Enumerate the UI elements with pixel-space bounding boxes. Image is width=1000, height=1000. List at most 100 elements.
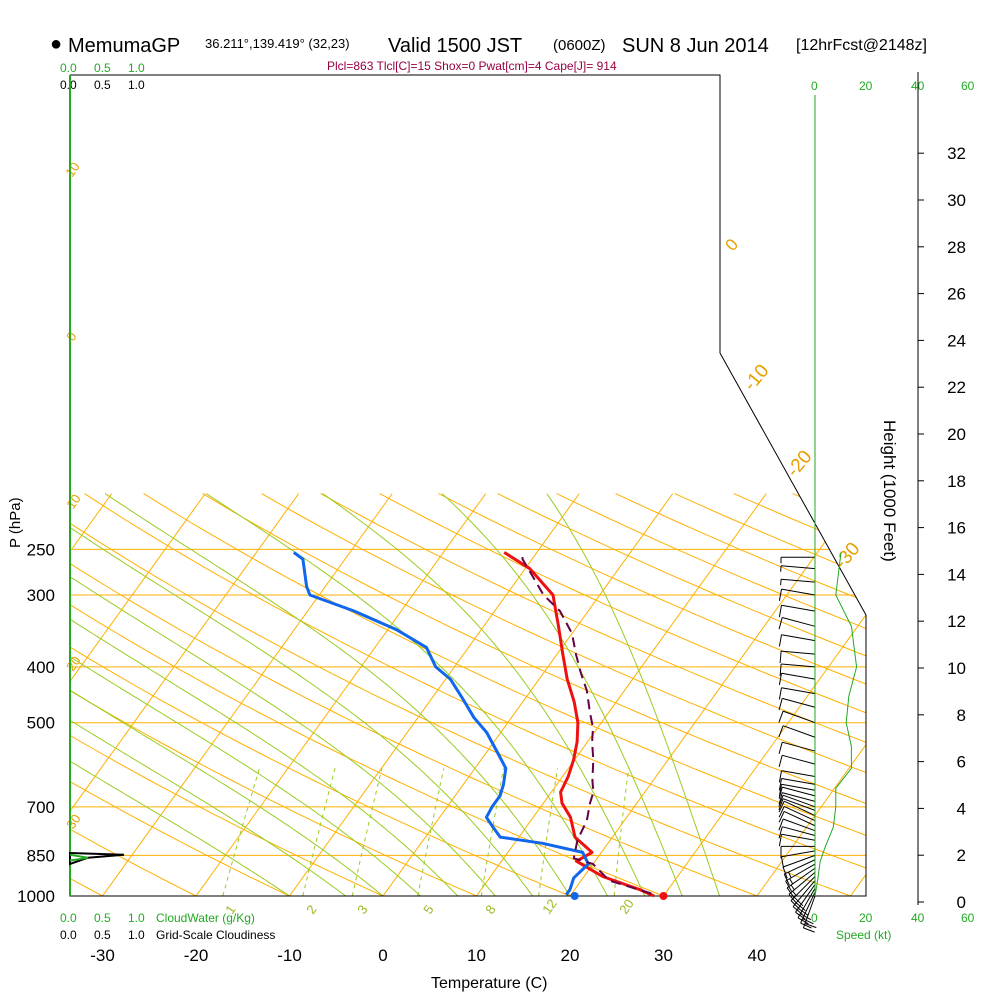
temperature-tick-label: -10 bbox=[277, 946, 302, 965]
speed-top-tick: 0 bbox=[811, 79, 818, 93]
wind-barb bbox=[792, 880, 816, 915]
wind-barb-flag bbox=[781, 856, 785, 869]
wind-barb-flag bbox=[804, 923, 817, 929]
wind-barb-flag bbox=[778, 589, 782, 601]
height-tick-label: 10 bbox=[947, 659, 966, 678]
dry-adiabat-label: 0 bbox=[722, 235, 743, 254]
pressure-tick-label: 500 bbox=[27, 714, 55, 733]
wind-barbs bbox=[778, 556, 817, 933]
header-bullet-icon: ● bbox=[50, 33, 62, 55]
wind-barb-flag bbox=[778, 795, 784, 807]
wind-barb bbox=[778, 697, 816, 711]
dry-adiabat-line bbox=[70, 493, 126, 896]
pressure-tick-label: 250 bbox=[27, 540, 55, 559]
wind-barb bbox=[778, 794, 816, 808]
wind-barb-staff bbox=[781, 663, 816, 668]
wind-barb-flag bbox=[778, 786, 783, 799]
wind-barb-flag bbox=[789, 878, 794, 885]
isotherm-line bbox=[280, 493, 580, 896]
wind-barb bbox=[778, 754, 816, 768]
moist-adiabat-line bbox=[322, 493, 646, 896]
wind-barb-staff bbox=[782, 617, 816, 627]
moist-adiabat-line bbox=[205, 493, 608, 896]
mixing-ratio-line bbox=[613, 768, 630, 896]
mixing-ratio-label: 3 bbox=[354, 902, 370, 917]
wind-barb bbox=[778, 818, 816, 832]
dry-adiabat-line bbox=[84, 493, 866, 896]
wind-barb bbox=[778, 725, 816, 738]
speed-axis-label: Speed (kt) bbox=[836, 928, 891, 942]
temperature-tick-label: 0 bbox=[378, 946, 387, 965]
dry-adiabat-label: 10 bbox=[62, 159, 83, 179]
wind-barb bbox=[778, 741, 816, 754]
bottom-cloudiness-tick: 1.0 bbox=[128, 928, 145, 942]
wind-barb bbox=[783, 859, 816, 886]
wind-barb-staff bbox=[783, 859, 816, 875]
wind-barb bbox=[780, 578, 816, 586]
isotherm-line bbox=[70, 493, 113, 896]
wind-barb bbox=[790, 876, 816, 910]
dry-adiabat-line bbox=[261, 493, 866, 896]
wind-barb-staff bbox=[781, 778, 816, 785]
wind-barb bbox=[778, 710, 816, 724]
dry-adiabat-line bbox=[70, 493, 695, 896]
wind-barb-staff bbox=[782, 792, 816, 802]
wind-barb bbox=[778, 687, 816, 700]
wind-barb-flag bbox=[793, 896, 804, 907]
speed-bottom-tick: 60 bbox=[961, 911, 975, 925]
height-tick-label: 22 bbox=[947, 378, 966, 397]
app-name: MemumaGP bbox=[68, 35, 180, 57]
wind-barb-flag bbox=[778, 673, 782, 686]
pressure-axis-label: P (hPa) bbox=[7, 497, 24, 548]
pressure-tick-label: 700 bbox=[27, 798, 55, 817]
mixing-ratio-line bbox=[302, 768, 336, 896]
wind-barb-flag bbox=[778, 834, 782, 847]
moist-adiabat-line bbox=[441, 493, 683, 896]
top-cloudwater-tick: 1.0 bbox=[128, 61, 145, 75]
wind-barb-flag bbox=[788, 893, 798, 904]
height-tick-label: 4 bbox=[957, 799, 966, 818]
wind-barb-staff bbox=[781, 850, 816, 858]
wind-barb bbox=[779, 650, 816, 664]
wind-barb-flag bbox=[788, 871, 792, 878]
wind-barb-flag bbox=[778, 770, 782, 783]
bottom-cloudwater-tick: 1.0 bbox=[128, 911, 145, 925]
mixing-ratio-line bbox=[222, 768, 260, 896]
wind-barb bbox=[781, 850, 816, 869]
dry-adiabat-line bbox=[70, 493, 221, 896]
wind-barb-flag bbox=[778, 755, 783, 768]
wind-barb bbox=[778, 826, 816, 839]
speed-top-tick: 60 bbox=[961, 79, 975, 93]
wind-barb bbox=[778, 792, 816, 805]
wind-barb-flag bbox=[778, 798, 784, 811]
wind-barb-staff bbox=[785, 863, 816, 882]
height-tick-label: 2 bbox=[957, 846, 966, 865]
wind-barb-flag bbox=[778, 687, 782, 700]
temperature-axis-label: Temperature (C) bbox=[431, 975, 547, 992]
isotherm-line bbox=[93, 493, 393, 896]
wind-barb-flag bbox=[778, 818, 784, 831]
sounding-series bbox=[292, 551, 668, 900]
isotherm-line bbox=[560, 493, 861, 896]
bottom-cloudwater-tick: 0.0 bbox=[60, 911, 77, 925]
wind-barb-flag bbox=[780, 579, 782, 586]
wind-barb bbox=[780, 556, 816, 564]
wind-barb-staff bbox=[786, 867, 816, 889]
wind-barb-flag bbox=[778, 605, 782, 618]
mixing-ratio-line bbox=[351, 768, 383, 896]
wind-barb-flag bbox=[783, 873, 790, 886]
stability-indices: Plcl=863 Tlcl[C]=15 Shox=0 Pwat[cm]=4 Ca… bbox=[327, 59, 617, 73]
wind-barb-flag bbox=[795, 902, 806, 911]
bottom-cloudiness-tick: 0.5 bbox=[94, 928, 111, 942]
moist-adiabat-line bbox=[70, 493, 534, 896]
pressure-tick-label: 300 bbox=[27, 586, 55, 605]
isotherm-line bbox=[186, 493, 487, 896]
temperature-tick-label: 30 bbox=[654, 946, 673, 965]
wind-barb bbox=[778, 588, 816, 601]
wind-barb-staff bbox=[783, 810, 816, 827]
wind-barb-staff bbox=[781, 650, 816, 655]
wind-barb bbox=[779, 663, 816, 676]
wind-barb bbox=[786, 867, 816, 898]
